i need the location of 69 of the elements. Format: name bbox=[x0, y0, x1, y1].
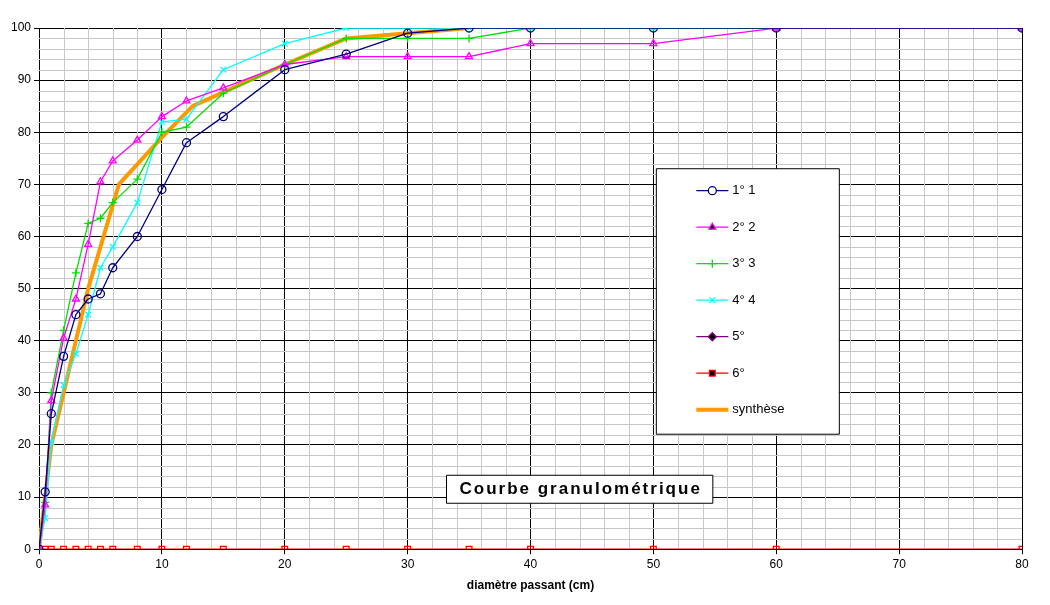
point bbox=[403, 52, 412, 60]
legend-label: 5° bbox=[732, 328, 745, 344]
x-tick-label: 60 bbox=[769, 556, 784, 571]
point bbox=[281, 40, 289, 48]
x-tick-label: 0 bbox=[35, 556, 43, 571]
point bbox=[96, 264, 104, 272]
x-tick-label: 10 bbox=[155, 556, 169, 571]
y-tick-label: 50 bbox=[17, 280, 32, 295]
point bbox=[71, 268, 81, 278]
point bbox=[71, 294, 80, 302]
point bbox=[132, 174, 142, 184]
x-tick-label: 20 bbox=[278, 556, 292, 571]
point bbox=[108, 156, 117, 164]
point bbox=[649, 38, 658, 47]
y-tick-label: 80 bbox=[17, 124, 32, 139]
point bbox=[109, 243, 117, 251]
legend-label: 3° 3 bbox=[732, 255, 756, 271]
point bbox=[464, 52, 474, 60]
x-tick-label: 80 bbox=[1015, 556, 1029, 571]
point bbox=[71, 310, 81, 320]
point bbox=[182, 115, 190, 123]
point bbox=[157, 111, 167, 120]
point bbox=[158, 118, 166, 126]
legend-label: synthèse bbox=[732, 401, 785, 417]
point bbox=[47, 396, 56, 404]
y-tick-label: 60 bbox=[17, 228, 32, 243]
legend-label: 4° 4 bbox=[732, 291, 756, 307]
point bbox=[157, 184, 167, 195]
point bbox=[83, 294, 93, 304]
point bbox=[182, 96, 191, 104]
point bbox=[58, 351, 69, 362]
point bbox=[157, 127, 167, 137]
point bbox=[218, 111, 228, 122]
point bbox=[46, 409, 56, 419]
point bbox=[181, 138, 192, 148]
point bbox=[95, 289, 106, 299]
x-tick-label: 40 bbox=[523, 556, 538, 571]
y-tick-label: 90 bbox=[17, 72, 32, 87]
point bbox=[526, 38, 535, 47]
x-tick-label: 30 bbox=[400, 556, 415, 571]
y-tick-label: 30 bbox=[17, 385, 32, 400]
x-axis-title: diamètre passant (cm) bbox=[466, 578, 595, 593]
point bbox=[181, 122, 192, 132]
y-tick-label: 40 bbox=[17, 333, 32, 348]
text: Courbe granulométrique bbox=[459, 478, 702, 498]
point bbox=[132, 231, 142, 242]
legend-label: 1° 1 bbox=[732, 182, 756, 198]
point bbox=[108, 263, 118, 273]
point bbox=[280, 65, 290, 75]
point bbox=[402, 28, 413, 38]
point bbox=[219, 83, 228, 91]
y-tick-label: 100 bbox=[10, 20, 32, 35]
x-tick-label: 70 bbox=[892, 556, 907, 571]
point bbox=[133, 135, 142, 143]
point bbox=[40, 487, 50, 497]
point bbox=[84, 239, 93, 247]
y-tick-label: 20 bbox=[17, 437, 32, 452]
point bbox=[464, 33, 474, 44]
point bbox=[84, 311, 92, 319]
point bbox=[59, 333, 68, 341]
y-tick-label: 10 bbox=[17, 489, 32, 504]
point bbox=[60, 381, 68, 389]
legend-label: 6° bbox=[732, 364, 745, 380]
y-tick-label: 0 bbox=[24, 541, 32, 556]
y-tick-label: 70 bbox=[17, 176, 32, 191]
x-tick-label: 50 bbox=[646, 556, 661, 571]
point bbox=[72, 350, 80, 358]
point bbox=[96, 177, 105, 185]
legend-label: 2° 2 bbox=[732, 218, 756, 234]
